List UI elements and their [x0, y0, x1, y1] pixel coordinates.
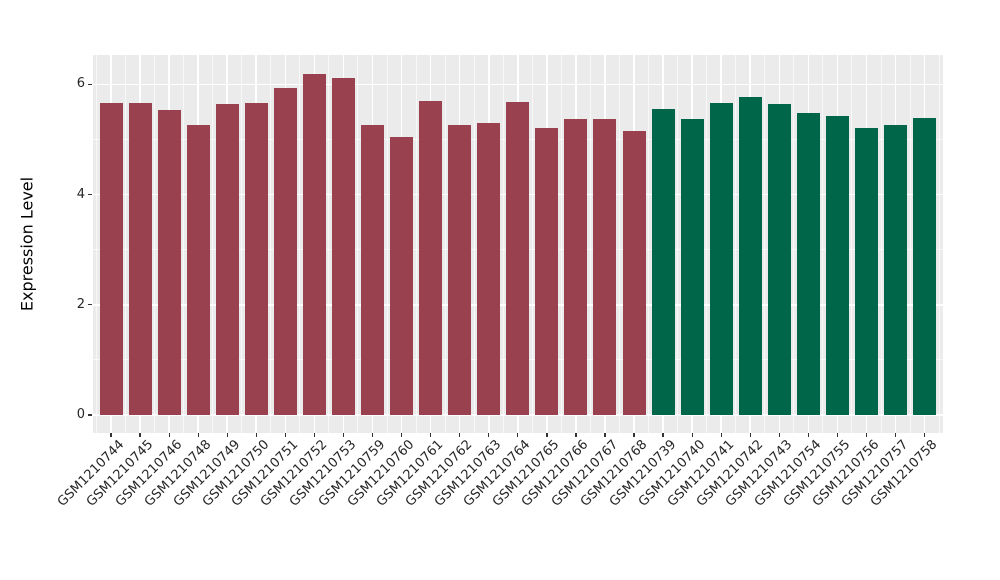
bar-GSM1210752 — [302, 73, 326, 415]
gridline-v-minor — [764, 55, 766, 433]
x-tick-mark — [284, 433, 287, 437]
bar-GSM1210757 — [884, 124, 908, 415]
gridline-v-minor — [677, 55, 679, 433]
gridline-v-minor — [735, 55, 737, 433]
x-tick-mark — [110, 433, 112, 437]
y-tick-label: 6 — [76, 76, 85, 92]
bar-GSM1210765 — [535, 128, 559, 415]
x-tick-mark — [371, 433, 374, 437]
x-tick-mark — [400, 433, 403, 437]
bar-GSM1210766 — [564, 119, 588, 415]
bar-GSM1210743 — [767, 104, 791, 415]
x-tick-mark — [430, 433, 432, 437]
x-tick-mark — [778, 433, 780, 437]
y-tick-mark — [88, 83, 92, 86]
bar-GSM1210739 — [651, 109, 675, 415]
x-tick-mark — [488, 433, 490, 437]
x-tick-mark — [836, 433, 839, 437]
x-tick-mark — [691, 433, 693, 437]
bar-GSM1210758 — [913, 118, 937, 415]
x-tick-mark — [168, 433, 170, 437]
x-tick-mark — [807, 433, 810, 437]
x-tick-mark — [546, 433, 548, 437]
x-tick-mark — [197, 433, 199, 437]
bar-GSM1210750 — [244, 103, 268, 415]
gridline-v-minor — [444, 55, 446, 433]
gridline-v-minor — [938, 55, 940, 433]
x-tick-mark — [342, 433, 345, 437]
gridline-v-minor — [95, 55, 97, 433]
y-tick-mark — [88, 304, 92, 306]
bar-GSM1210762 — [448, 125, 472, 415]
x-tick-mark — [720, 433, 722, 437]
bar-GSM1210744 — [99, 102, 123, 415]
bar-GSM1210748 — [186, 125, 210, 415]
bar-GSM1210756 — [854, 128, 878, 415]
gridline-v-minor — [125, 55, 127, 433]
bar-GSM1210768 — [622, 130, 646, 415]
gridline-v-minor — [502, 55, 504, 433]
bar-GSM1210759 — [361, 124, 384, 415]
x-tick-mark — [894, 433, 897, 437]
bar-GSM1210753 — [331, 78, 355, 415]
gridline-v-minor — [473, 55, 475, 433]
y-axis-title: Expression Level — [17, 176, 37, 312]
bar-GSM1210754 — [796, 113, 820, 415]
gridline-v-minor — [618, 55, 620, 433]
x-tick-mark — [517, 433, 519, 437]
gridline-v-minor — [212, 55, 214, 433]
x-tick-mark — [923, 433, 926, 437]
x-tick-mark — [633, 433, 635, 437]
x-tick-mark — [749, 433, 751, 437]
gridline-v-minor — [357, 55, 359, 433]
gridline-v-minor — [851, 55, 853, 433]
gridline-v-minor — [241, 55, 243, 433]
gridline-v-minor — [299, 55, 301, 433]
gridline-v-minor — [415, 55, 417, 433]
gridline-v-minor — [648, 55, 650, 433]
gridline-v-minor — [386, 55, 388, 433]
x-tick-mark — [604, 433, 606, 437]
gridline-v-minor — [880, 55, 882, 433]
plot-panel — [93, 55, 943, 433]
bar-GSM1210745 — [128, 102, 152, 415]
y-tick-mark — [88, 194, 92, 196]
gridline-v-minor — [589, 55, 591, 433]
gridline-v-minor — [183, 55, 185, 433]
bar-GSM1210755 — [825, 116, 849, 415]
bar-GSM1210767 — [593, 118, 617, 415]
x-tick-mark — [662, 433, 664, 437]
bar-GSM1210742 — [738, 96, 762, 415]
x-tick-mark — [226, 433, 228, 437]
bar-GSM1210746 — [157, 110, 181, 415]
bar-GSM1210760 — [390, 136, 414, 415]
y-tick-label: 0 — [76, 407, 85, 422]
bar-GSM1210741 — [709, 102, 733, 415]
x-tick-mark — [255, 433, 257, 437]
gridline-v-minor — [909, 55, 911, 433]
gridline-v-minor — [822, 55, 824, 433]
bar-GSM1210761 — [419, 100, 443, 415]
x-tick-mark — [459, 433, 461, 437]
gridline-v-minor — [328, 55, 330, 433]
bar-GSM1210763 — [477, 122, 501, 415]
gridline-v-minor — [154, 55, 156, 433]
bar-GSM1210749 — [215, 104, 239, 415]
y-tick-mark — [88, 414, 92, 416]
bar-GSM1210764 — [506, 102, 530, 415]
y-tick-label: 4 — [76, 186, 85, 202]
x-tick-mark — [313, 433, 316, 437]
gridline-v-minor — [793, 55, 795, 433]
x-tick-mark — [575, 433, 577, 437]
bar-GSM1210740 — [680, 119, 704, 415]
gridline-v-minor — [560, 55, 562, 433]
x-tick-mark — [139, 433, 141, 437]
gridline-v-minor — [531, 55, 533, 433]
bar-GSM1210751 — [273, 88, 297, 415]
gridline-v-minor — [270, 55, 272, 433]
y-tick-label: 2 — [76, 296, 85, 312]
x-tick-mark — [865, 433, 868, 437]
gridline-v-minor — [706, 55, 708, 433]
